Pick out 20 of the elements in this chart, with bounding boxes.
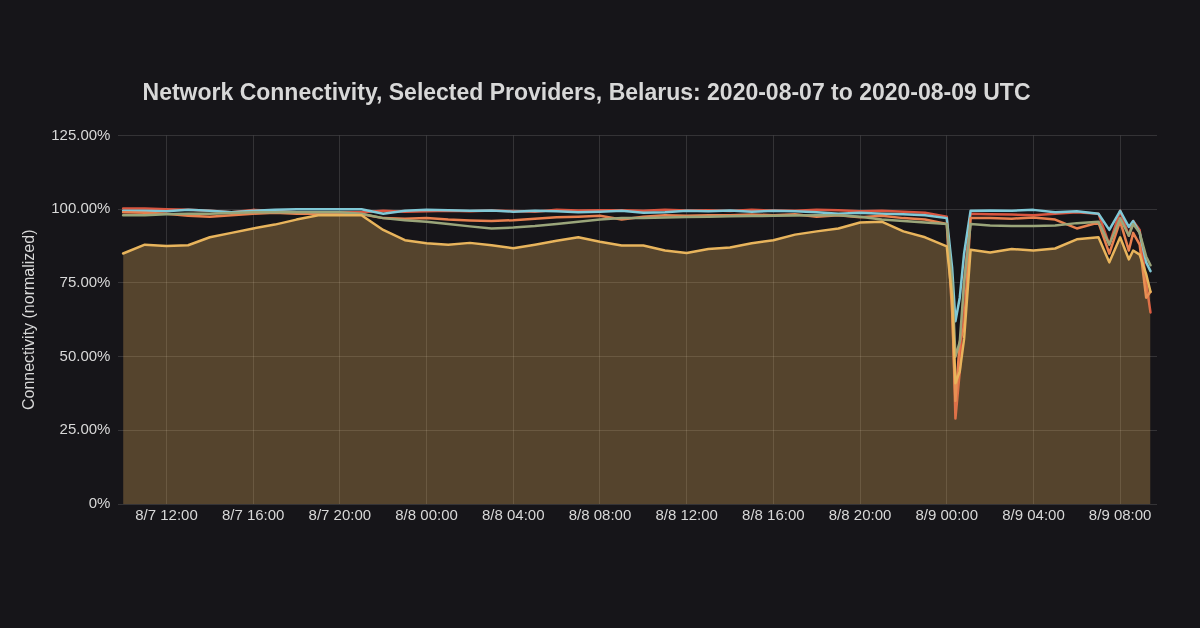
x-tick-label: 8/9 00:00 bbox=[915, 506, 979, 524]
x-tick-label: 8/7 16:00 bbox=[221, 506, 285, 524]
x-tick-label: 8/9 04:00 bbox=[1002, 506, 1065, 524]
chart-title: Network Connectivity, Selected Providers, Belarus: 2020-08-07 to 2020-08-09 UTC bbox=[142, 79, 1031, 106]
x-tick-label: 8/8 12:00 bbox=[655, 506, 718, 524]
y-tick-label: 100.00% bbox=[51, 199, 111, 217]
y-tick-label: 25.00% bbox=[59, 420, 111, 438]
y-tick-label: 50.00% bbox=[59, 346, 111, 364]
x-tick-label: 8/7 20:00 bbox=[308, 506, 372, 524]
x-tick-label: 8/8 04:00 bbox=[481, 506, 545, 524]
x-tick-label: 8/8 20:00 bbox=[828, 506, 892, 524]
x-tick-label: 8/9 08:00 bbox=[1088, 506, 1152, 524]
y-tick-label: 125.00% bbox=[51, 125, 111, 143]
y-tick-label: 0% bbox=[88, 494, 111, 512]
x-tick-label: 8/8 16:00 bbox=[742, 506, 805, 524]
x-tick-label: 8/7 12:00 bbox=[135, 506, 198, 524]
x-tick-label: 8/8 00:00 bbox=[395, 506, 458, 524]
x-tick-label: 8/8 08:00 bbox=[568, 506, 632, 524]
y-tick-label: 75.00% bbox=[59, 273, 111, 291]
y-axis-title: Connectivity (normalized) bbox=[20, 229, 38, 411]
